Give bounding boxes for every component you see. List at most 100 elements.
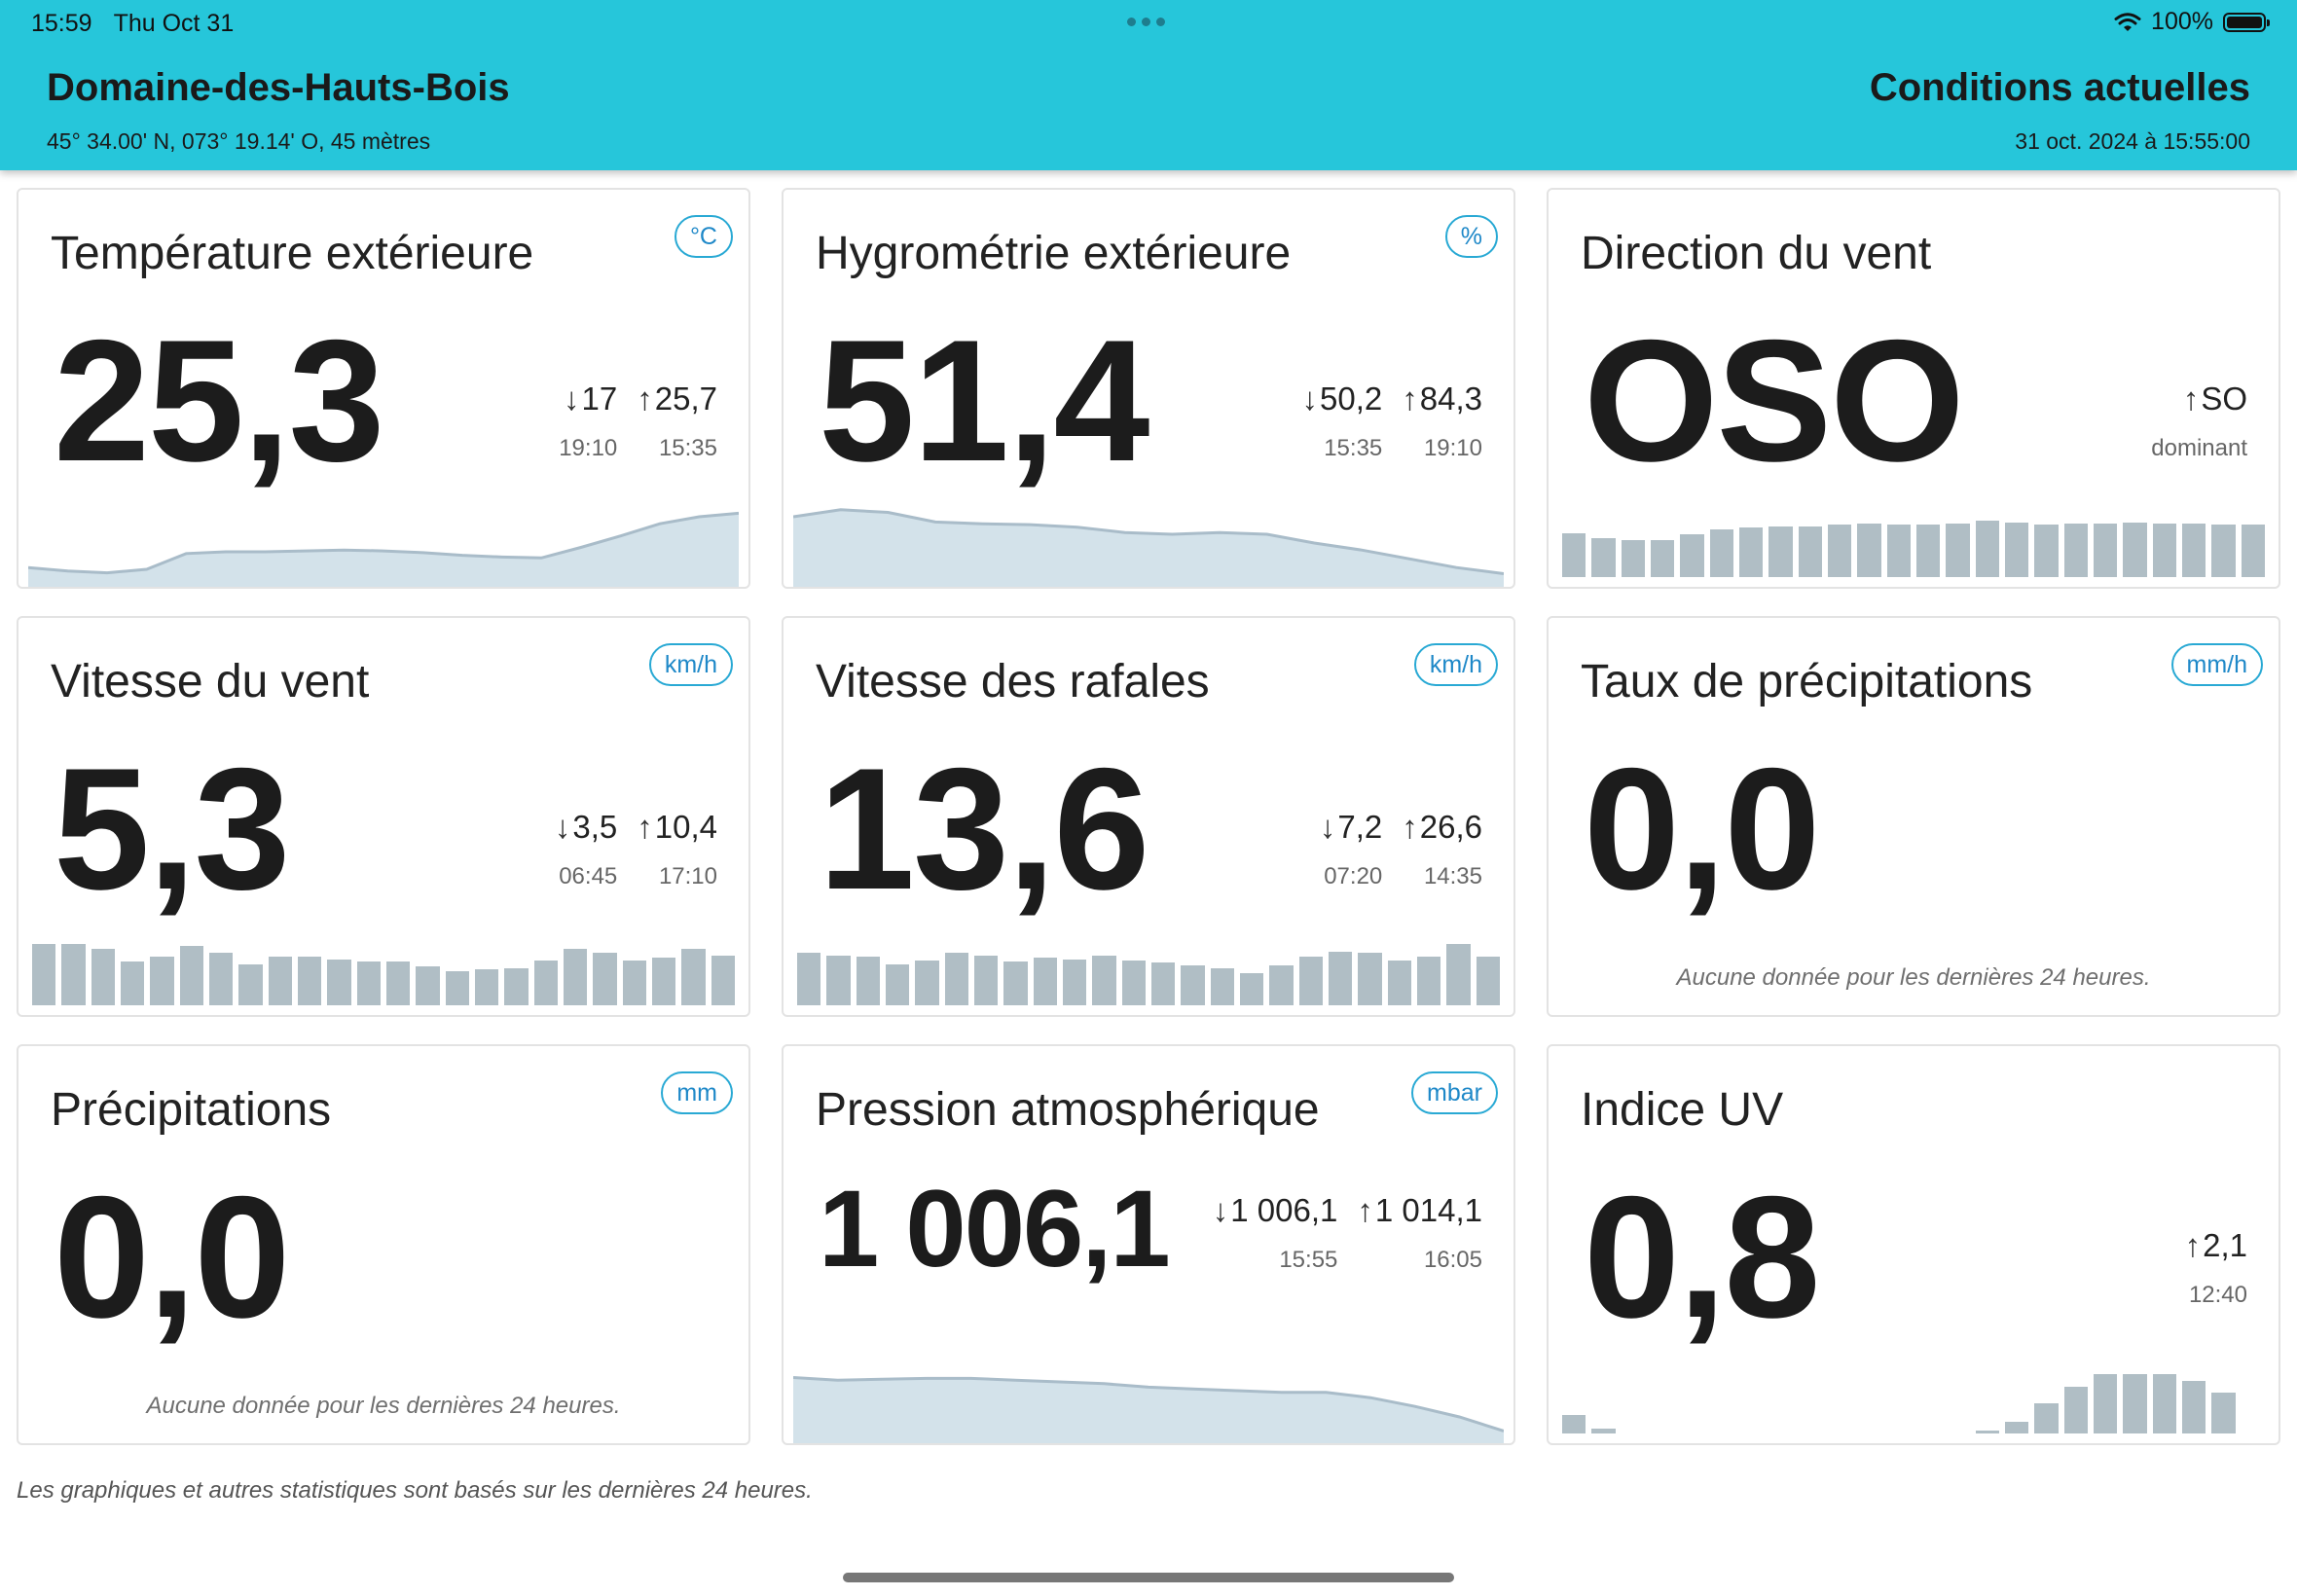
chart-bar bbox=[1150, 962, 1176, 1005]
max-time: 12:40 bbox=[2188, 1282, 2247, 1308]
wifi-icon bbox=[2114, 12, 2141, 31]
station-name[interactable]: Domaine-des-Hauts-Bois bbox=[47, 66, 510, 109]
multitasking-dots-icon[interactable] bbox=[1127, 18, 1165, 26]
chart-bar bbox=[1915, 525, 1941, 577]
max-value: 2,1 bbox=[2203, 1227, 2247, 1263]
chart-bar bbox=[1328, 951, 1353, 1005]
unit-badge: mm/h bbox=[2170, 643, 2263, 686]
min-max-stats: ↓3,5 06:45 ↑10,4 17:10 bbox=[555, 809, 717, 890]
chart-bar bbox=[1239, 972, 1264, 1005]
current-value: 0,0 bbox=[1584, 732, 1820, 925]
battery-percent: 100% bbox=[2151, 8, 2213, 35]
chart-bar bbox=[1003, 961, 1028, 1005]
page-title: Conditions actuelles bbox=[1869, 66, 2250, 109]
card-outdoor-temperature[interactable]: Température extérieure °C 25,3 ↓17 19:10… bbox=[17, 188, 750, 589]
chart-bar bbox=[797, 953, 821, 1005]
chart-bar bbox=[1121, 960, 1146, 1005]
min-max-stats: ↓7,2 07:20 ↑26,6 14:35 bbox=[1320, 809, 1482, 890]
unit-badge: km/h bbox=[648, 643, 733, 686]
chart-bar bbox=[504, 967, 529, 1005]
card-pressure[interactable]: Pression atmosphérique mbar 1 006,1 ↓1 0… bbox=[782, 1044, 1515, 1445]
arrow-down-icon: ↓ bbox=[1301, 381, 1319, 417]
current-value: 13,6 bbox=[819, 732, 1149, 925]
card-rainfall[interactable]: Précipitations mm 0,0 Aucune donnée pour… bbox=[17, 1044, 750, 1445]
home-indicator[interactable] bbox=[843, 1573, 1454, 1582]
min-value: 3,5 bbox=[572, 809, 618, 845]
card-rain-rate[interactable]: Taux de précipitations mm/h 0,0 Aucune d… bbox=[1547, 616, 2280, 1017]
card-title: Pression atmosphérique bbox=[816, 1084, 1320, 1136]
current-value: OSO bbox=[1584, 304, 1965, 497]
sparkline-line bbox=[28, 511, 739, 575]
chart-bar bbox=[2123, 1374, 2147, 1433]
min-time: 06:45 bbox=[559, 863, 618, 889]
max-stat: ↑84,3 19:10 bbox=[1402, 381, 1482, 462]
chart-bar bbox=[385, 961, 411, 1005]
current-value: 1 006,1 bbox=[819, 1168, 1171, 1289]
chart-bar bbox=[32, 944, 56, 1005]
sparkline-area bbox=[793, 1377, 1504, 1443]
max-stat: ↑25,7 15:35 bbox=[637, 381, 717, 462]
dominant-stat: ↑SO dominant bbox=[2151, 381, 2247, 462]
card-title: Température extérieure bbox=[51, 228, 534, 279]
arrow-down-icon: ↓ bbox=[1212, 1192, 1229, 1228]
arrow-down-icon: ↓ bbox=[554, 809, 571, 845]
chart-bar bbox=[1092, 955, 1116, 1005]
arrow-up-icon: ↑ bbox=[637, 809, 653, 845]
current-value: 0,0 bbox=[54, 1160, 290, 1354]
card-wind-direction[interactable]: Direction du vent OSO ↑SO dominant bbox=[1547, 188, 2280, 589]
chart-bar bbox=[1975, 1431, 1999, 1433]
chart-bar bbox=[1591, 538, 1616, 577]
current-value: 0,8 bbox=[1584, 1160, 1820, 1354]
chart-bar bbox=[1210, 967, 1234, 1005]
card-title: Vitesse du vent bbox=[51, 656, 370, 707]
max-value: 10,4 bbox=[654, 809, 717, 845]
chart-bar bbox=[1562, 1414, 1586, 1433]
chart-bar bbox=[1298, 957, 1323, 1005]
chart-bar bbox=[1476, 957, 1500, 1005]
unit-badge: mm bbox=[661, 1071, 733, 1114]
wind-direction-bars bbox=[1562, 515, 2265, 577]
dominant-direction: ↑SO dominant bbox=[2151, 381, 2247, 462]
min-max-stats: ↓17 19:10 ↑25,7 15:35 bbox=[559, 381, 717, 462]
chart-bar bbox=[61, 944, 86, 1005]
chart-bar bbox=[2241, 525, 2265, 577]
card-outdoor-humidity[interactable]: Hygrométrie extérieure % 51,4 ↓50,2 15:3… bbox=[782, 188, 1515, 589]
chart-bar bbox=[327, 959, 351, 1005]
min-stat: ↓7,2 07:20 bbox=[1320, 809, 1382, 890]
sparkline-area bbox=[793, 509, 1504, 587]
chart-bar bbox=[2211, 1393, 2236, 1433]
observation-timestamp: 31 oct. 2024 à 15:55:00 bbox=[2015, 128, 2250, 154]
current-value: 51,4 bbox=[819, 304, 1149, 497]
chart-bar bbox=[356, 961, 381, 1005]
unit-badge: °C bbox=[674, 215, 733, 258]
no-data-message: Aucune donnée pour les dernières 24 heur… bbox=[146, 1393, 621, 1419]
min-max-stats: ↓1 006,1 15:55 ↑1 014,1 16:05 bbox=[1213, 1192, 1482, 1274]
chart-bar bbox=[445, 971, 469, 1005]
card-gust-speed[interactable]: Vitesse des rafales km/h 13,6 ↓7,2 07:20… bbox=[782, 616, 1515, 1017]
max-stat: ↑1 014,1 16:05 bbox=[1357, 1192, 1482, 1274]
sparkline-line bbox=[793, 508, 1504, 575]
chart-bar bbox=[915, 960, 939, 1005]
arrow-up-icon: ↑ bbox=[2182, 381, 2200, 417]
chart-bar bbox=[533, 960, 558, 1005]
sparkline-area bbox=[28, 513, 739, 587]
chart-bar bbox=[474, 968, 499, 1005]
card-wind-speed[interactable]: Vitesse du vent km/h 5,3 ↓3,5 06:45 ↑10,… bbox=[17, 616, 750, 1017]
chart-bar bbox=[1446, 944, 1471, 1005]
max-value: 1 014,1 bbox=[1374, 1192, 1482, 1228]
pressure-sparkline bbox=[793, 1376, 1504, 1443]
arrow-down-icon: ↓ bbox=[1319, 809, 1336, 845]
chart-bar bbox=[885, 963, 910, 1005]
chart-bar bbox=[268, 957, 292, 1005]
max-stat: ↑10,4 17:10 bbox=[637, 809, 717, 890]
status-bar-time-date: 15:59 Thu Oct 31 bbox=[31, 10, 234, 38]
dominant-value: SO bbox=[2201, 381, 2247, 417]
chart-bar bbox=[2181, 523, 2206, 577]
chart-bar bbox=[1358, 953, 1382, 1005]
chart-bar bbox=[297, 957, 322, 1005]
chart-bar bbox=[2093, 1374, 2118, 1433]
min-stat: ↓1 006,1 15:55 bbox=[1213, 1192, 1338, 1274]
chart-bar bbox=[1827, 525, 1852, 577]
card-uv-index[interactable]: Indice UV 0,8 ↑2,1 12:40 bbox=[1547, 1044, 2280, 1445]
top-bar: 15:59 Thu Oct 31 100% Domaine-des-Hauts-B… bbox=[0, 0, 2297, 170]
